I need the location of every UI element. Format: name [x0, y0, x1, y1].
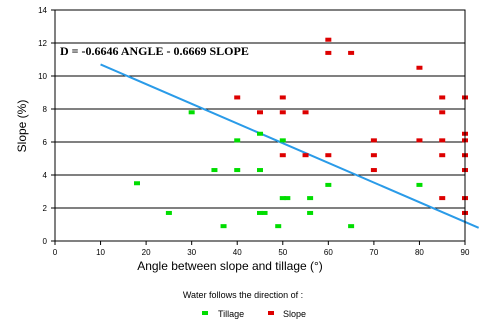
data-point-slope	[416, 138, 423, 143]
data-point-tillage	[211, 168, 218, 173]
data-point-slope	[439, 153, 446, 158]
x-tick-label: 80	[415, 248, 424, 257]
y-tick-label: 2	[43, 204, 48, 213]
data-point-slope	[302, 110, 309, 115]
x-tick-label: 50	[278, 248, 287, 257]
data-point-slope	[439, 196, 446, 201]
data-point-tillage	[257, 131, 263, 136]
data-point-tillage	[220, 224, 227, 229]
data-point-slope	[234, 95, 241, 100]
y-tick-label: 4	[43, 171, 48, 180]
x-tick-label: 70	[369, 248, 378, 257]
y-axis-title: Slope (%)	[15, 100, 29, 153]
axis-ticks: 0 2 4 6 8 10 12 14 0 10 20 30 40 50 60 70 80 90	[38, 6, 470, 257]
data-point-tillage	[348, 224, 355, 229]
data-point-tillage	[165, 210, 172, 215]
trend-line-group	[100, 63, 480, 229]
regression-equation: D = -0.6646 ANGLE - 0.6669 SLOPE	[60, 44, 249, 58]
data-point-slope	[370, 168, 377, 173]
legend-label-slope: Slope	[283, 309, 306, 319]
data-point-tillage	[416, 182, 423, 187]
data-point-slope	[370, 138, 377, 143]
data-point-tillage	[279, 138, 286, 143]
data-point-tillage	[307, 210, 314, 215]
x-axis-title: Angle between slope and tillage (°)	[137, 259, 323, 273]
plot-frame	[54, 9, 466, 242]
x-tick-label: 10	[96, 248, 105, 257]
legend: Water follows the direction of : Tillage…	[183, 290, 306, 319]
x-tick-label: 40	[233, 248, 242, 257]
data-point-slope	[257, 110, 263, 115]
data-point-slope	[279, 95, 286, 100]
data-point-slope	[439, 138, 446, 143]
data-point-slope	[325, 37, 332, 42]
data-point-slope	[439, 95, 446, 100]
x-tick-label: 60	[324, 248, 333, 257]
data-point-tillage	[261, 210, 268, 215]
data-point-slope	[416, 65, 423, 70]
data-point-tillage	[307, 196, 314, 201]
data-point-tillage	[234, 138, 241, 143]
data-point-tillage	[279, 196, 286, 201]
data-point-slope	[325, 50, 332, 55]
y-tick-label: 0	[43, 237, 48, 246]
data-point-slope	[279, 153, 286, 158]
data-point-tillage	[325, 182, 332, 187]
trend-line	[100, 63, 480, 229]
data-point-tillage	[275, 224, 282, 229]
x-tick-label: 90	[461, 248, 470, 257]
data-point-slope	[370, 153, 377, 158]
data-point-slope	[302, 153, 309, 158]
y-tick-label: 12	[38, 39, 47, 48]
data-point-tillage	[134, 181, 140, 186]
gridlines	[55, 42, 465, 209]
y-tick-label: 14	[38, 6, 47, 15]
data-point-tillage	[257, 210, 263, 215]
data-point-tillage	[284, 196, 291, 201]
y-tick-label: 8	[43, 105, 48, 114]
data-point-slope	[348, 50, 355, 55]
data-point-tillage	[188, 110, 195, 115]
data-point-tillage	[257, 168, 263, 173]
x-tick-label: 20	[142, 248, 151, 257]
data-point-slope	[279, 110, 286, 115]
x-tick-label: 0	[53, 248, 58, 257]
legend-swatch-slope	[268, 311, 274, 315]
legend-swatch-tillage	[202, 311, 208, 315]
data-point-slope	[325, 153, 332, 158]
legend-title: Water follows the direction of :	[183, 290, 303, 300]
data-point-slope	[439, 110, 446, 115]
y-tick-label: 6	[43, 138, 48, 147]
y-tick-label: 10	[38, 72, 47, 81]
data-point-tillage	[234, 168, 241, 173]
legend-label-tillage: Tillage	[218, 309, 244, 319]
x-tick-label: 30	[187, 248, 196, 257]
